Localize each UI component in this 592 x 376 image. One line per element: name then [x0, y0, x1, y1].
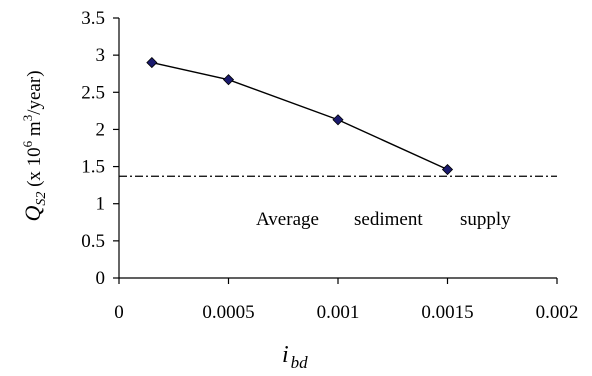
data-point: [441, 163, 454, 176]
y-axis-label-exp3: 3: [20, 115, 35, 122]
y-axis-label-pre: (x 10: [24, 147, 45, 191]
y-tick-label: 1.5: [81, 157, 105, 178]
tick-labels: 0 0.5 1 1.5 2 2.5 3 3.5 0 0.0005 0.001 0.0015 0.002: [81, 8, 578, 323]
data-point: [332, 114, 344, 126]
annotation-word-1: Average: [256, 209, 319, 230]
x-axis-label: i bd: [282, 342, 308, 372]
y-axis-label-mid: m: [24, 121, 45, 141]
annotation-word-2: sediment: [354, 209, 423, 230]
x-tick-label: 0.0005: [202, 302, 254, 323]
y-tick-label: 0: [96, 268, 106, 289]
series-line: [151, 61, 448, 171]
x-tick-label: 0.001: [317, 302, 360, 323]
x-tick-label: 0.0015: [421, 302, 473, 323]
y-tick-label: 2: [96, 119, 106, 140]
x-tick-label: 0: [114, 302, 124, 323]
data-point: [146, 57, 158, 69]
y-tick-label: 1: [96, 194, 106, 215]
y-tick-label: 2.5: [81, 82, 105, 103]
y-tick-label: 3.5: [81, 8, 105, 29]
y-tick-label: 0.5: [81, 231, 105, 252]
x-axis-label-main: i: [282, 342, 289, 368]
y-axis-label-post: /year): [24, 70, 45, 114]
plot-area: [119, 57, 557, 177]
x-tick-label: 0.002: [536, 302, 579, 323]
y-axis-label-q: Q: [20, 206, 45, 222]
y-axis-label-q-sub: S2: [34, 192, 49, 206]
annotation-word-3: supply: [460, 209, 511, 230]
axes: [113, 17, 558, 284]
y-axis-label-exp6: 6: [20, 140, 35, 147]
y-axis-label: QS2 (x 106 m3/year): [20, 70, 49, 221]
x-axis-label-subscript: bd: [291, 353, 309, 372]
data-point: [222, 74, 235, 86]
y-tick-label: 3: [96, 45, 106, 66]
